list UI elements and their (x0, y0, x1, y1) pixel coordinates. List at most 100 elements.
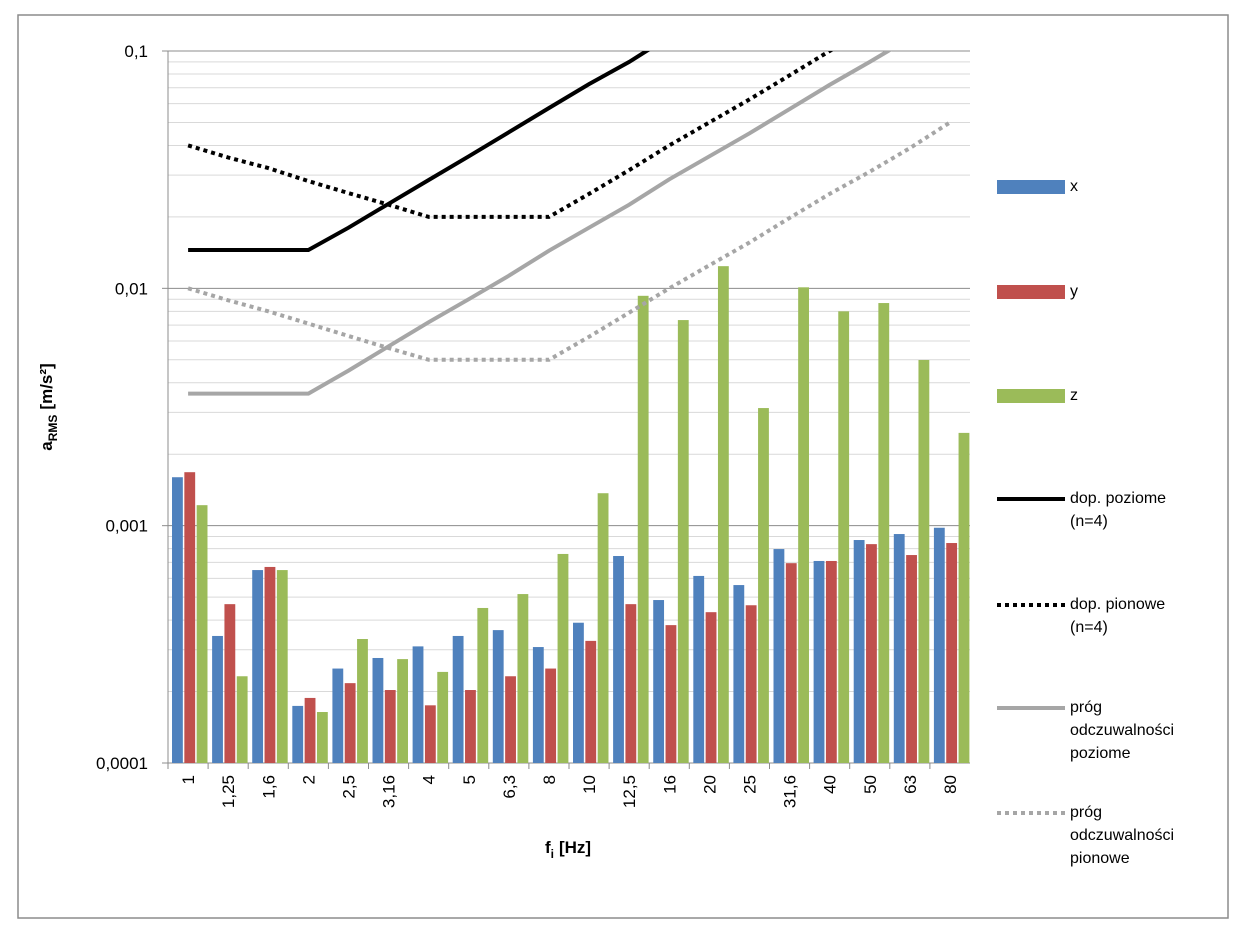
bar (745, 605, 757, 763)
bar (437, 671, 449, 763)
bar (653, 600, 665, 763)
bar (532, 647, 544, 763)
bar (773, 549, 785, 763)
bar (893, 534, 905, 763)
line-series (188, 51, 651, 252)
bar (585, 640, 597, 763)
bar (613, 556, 624, 763)
bar (573, 622, 584, 763)
bar (733, 585, 745, 763)
bar (424, 705, 436, 763)
x-tick-label: 8 (540, 775, 559, 784)
bar (946, 543, 958, 763)
bar (637, 295, 649, 763)
y-axis-title-sub: RMS (46, 415, 60, 442)
bar (878, 303, 890, 763)
x-axis-title: fi [Hz] (545, 838, 591, 861)
y-tick-label: 0,0001 (96, 754, 148, 773)
bar (276, 570, 288, 763)
x-tick-label: 1,25 (219, 775, 238, 808)
legend-label: z (1070, 387, 1078, 404)
legend-label: próg odczuwalności pionowe (1070, 804, 1175, 867)
x-tick-label: 20 (700, 775, 719, 794)
bar (264, 566, 276, 763)
bar (665, 625, 677, 763)
bar (344, 683, 356, 763)
bar (958, 432, 970, 763)
y-tick-label: 0,1 (124, 42, 148, 61)
bar (236, 676, 248, 763)
line-series (188, 51, 892, 396)
bar (717, 266, 729, 763)
chart-frame (17, 14, 1229, 919)
bar (412, 646, 424, 763)
x-axis-title-sub: i (551, 847, 554, 861)
x-tick-label: 31,6 (781, 775, 800, 808)
legend-swatch (997, 285, 1065, 299)
x-tick-label: 5 (460, 775, 479, 784)
x-tick-label: 63 (901, 775, 920, 794)
bar (196, 505, 208, 763)
legend-label: y (1070, 283, 1078, 300)
x-tick-label: 3,16 (380, 775, 399, 808)
bar (933, 527, 945, 763)
y-axis-title-unit: [m/s²] (37, 363, 56, 409)
x-axis-title-unit: [Hz] (559, 838, 591, 857)
x-tick-label: 40 (821, 775, 840, 794)
bar (224, 604, 236, 763)
x-axis-title-main: f (545, 838, 551, 857)
x-tick-label: 4 (420, 775, 439, 784)
legend-label: dop. pionowe (n=4) (1070, 596, 1166, 636)
plot-area (172, 51, 970, 763)
bar (372, 657, 384, 763)
bar (557, 553, 569, 763)
x-tick-label: 2,5 (339, 775, 358, 799)
x-tick-label: 25 (740, 775, 759, 794)
x-tick-label: 6,3 (500, 775, 519, 799)
bar (906, 555, 917, 763)
y-axis-title-main: a (37, 441, 56, 451)
bar (813, 560, 825, 763)
x-tick-label: 10 (580, 775, 599, 794)
line-series (187, 120, 952, 362)
bar (597, 493, 609, 763)
x-tick-label: 1 (179, 775, 198, 784)
bar (172, 477, 183, 763)
bar (492, 630, 504, 763)
bar (452, 635, 464, 763)
x-tick-label: 16 (660, 775, 679, 794)
bar (332, 668, 344, 763)
bar (838, 311, 850, 763)
bar (677, 320, 689, 763)
bar (357, 639, 368, 763)
bar (517, 594, 529, 763)
bar (505, 676, 516, 763)
bar (477, 607, 489, 763)
bar (212, 635, 223, 763)
bar (184, 472, 196, 763)
y-tick-label: 0,001 (105, 517, 148, 536)
bar (785, 563, 797, 763)
bar (252, 570, 264, 763)
bar (316, 712, 328, 763)
bar (292, 705, 304, 763)
x-tick-label: 12,5 (620, 775, 639, 808)
bar (866, 544, 877, 763)
bar (625, 604, 637, 763)
x-tick-label: 50 (861, 775, 880, 794)
bar (384, 690, 396, 763)
bar (545, 668, 557, 763)
legend-label: próg odczuwalności poziome (1070, 699, 1175, 762)
bar (705, 612, 717, 763)
y-axis-title: aRMS [m/s²] (37, 363, 60, 450)
bar (397, 659, 408, 763)
line-series (187, 51, 834, 219)
bar (693, 575, 705, 763)
bar (465, 690, 476, 763)
bar (798, 287, 809, 763)
x-tick-label: 2 (299, 775, 318, 784)
bar (304, 697, 316, 763)
bar (853, 540, 865, 763)
y-tick-label: 0,01 (115, 279, 148, 298)
